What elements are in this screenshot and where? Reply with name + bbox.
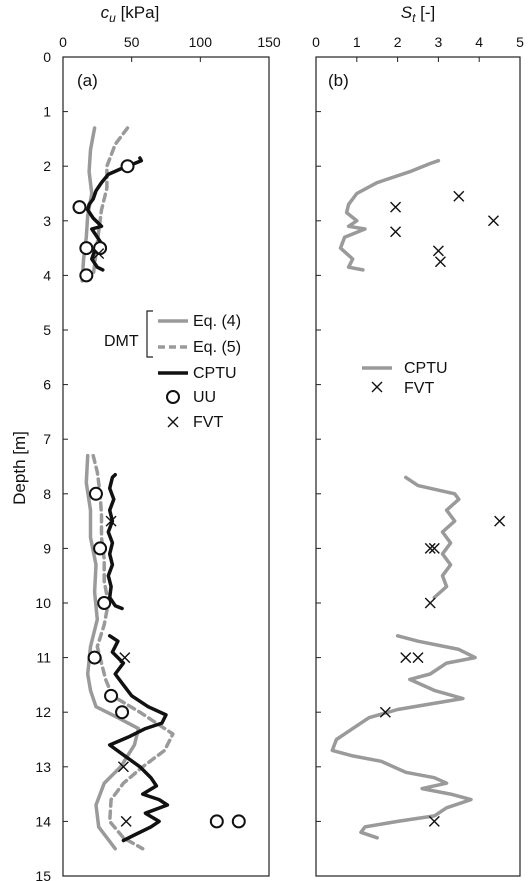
series-cptu-b <box>330 634 477 840</box>
x-tick-label-b: 3 <box>435 34 443 50</box>
xlabel-a-unit: [kPa] <box>116 3 159 22</box>
plot-area-b <box>330 158 477 840</box>
x-tick-label-b: 0 <box>312 34 320 50</box>
fvt-point-b <box>432 245 444 257</box>
xlabel-a-sub: u <box>109 11 116 25</box>
y-tick-label: 5 <box>43 322 51 338</box>
uu-point <box>120 159 135 174</box>
fvt-point-b <box>424 597 436 609</box>
x-tick-label-a: 150 <box>257 34 281 50</box>
fvt-point-b <box>494 515 506 527</box>
y-tick-label: 1 <box>43 104 51 120</box>
x-tick-label-b: 4 <box>475 34 483 50</box>
legend-marker-fvt-a <box>167 416 179 428</box>
series-cptu-b <box>404 475 461 600</box>
panel-a: cu [kPa] Depth [m] 0 50 100 150012345678910… <box>10 3 281 881</box>
fvt-point-b <box>379 706 391 718</box>
series-eq-5--a <box>91 453 175 851</box>
fvt-point-b <box>424 542 436 554</box>
x-tick-label-b: 5 <box>516 34 524 50</box>
legend-label-eq5: Eq. (5) <box>193 339 241 356</box>
fvt-point-a <box>105 515 117 527</box>
fvt-point-a <box>120 815 132 827</box>
uu-point <box>88 486 103 501</box>
uu-point <box>79 241 94 256</box>
y-tick-label: 11 <box>36 650 51 666</box>
x-tick-label-a: 0 <box>59 34 67 50</box>
uu-point <box>72 200 87 215</box>
legend-label-fvt-a: FVT <box>193 414 223 431</box>
y-tick-label: 7 <box>43 431 51 447</box>
y-tick-label: 3 <box>43 213 51 229</box>
uu-point <box>209 814 224 829</box>
legend-b: CPTU FVT <box>362 360 448 397</box>
series-cptu-a <box>107 634 170 843</box>
legend-label-eq4: Eq. (4) <box>193 313 241 330</box>
legend-bracket <box>146 310 153 358</box>
legend-marker-fvt-b <box>371 381 383 393</box>
y-tick-label: 6 <box>43 377 51 393</box>
y-tick-label: 15 <box>35 868 51 881</box>
fvt-point-b <box>428 542 440 554</box>
panel-b: St [-] 0 1 2 3 4 5 (b) CPTU FVT <box>312 3 524 877</box>
x-tick-label-a: 100 <box>189 34 213 50</box>
legend-label-cptu-a: CPTU <box>193 365 237 382</box>
series-eq-4--a <box>84 453 141 851</box>
x-tick-label-b: 2 <box>394 34 402 50</box>
y-tick-label: 10 <box>35 595 51 611</box>
xlabel-b: St [-] <box>401 3 436 25</box>
fvt-point-b <box>390 201 402 213</box>
fvt-point-b <box>434 256 446 268</box>
uu-point <box>231 814 246 829</box>
fvt-point-a <box>119 652 131 664</box>
plot-frame-b <box>315 56 521 877</box>
plot-area-a <box>80 126 175 851</box>
uu-point <box>79 268 94 283</box>
y-tick-label: 14 <box>35 813 51 829</box>
legend-a: DMT Eq. (4) Eq. (5) CPTU UU FVT <box>104 310 241 431</box>
plot-frame-a <box>62 56 270 877</box>
fvt-point-b <box>400 652 412 664</box>
uu-point <box>104 688 119 703</box>
panel-label-b: (b) <box>328 71 349 90</box>
xlabel-b-var: S <box>401 3 413 22</box>
series-cptu-b <box>338 158 441 272</box>
fvt-point-b <box>453 190 465 202</box>
uu-point <box>97 596 112 610</box>
uu-point <box>115 705 130 720</box>
fvt-point-b <box>487 215 499 227</box>
uu-point <box>93 541 108 556</box>
fvt-point-b <box>412 652 424 664</box>
y-tick-label: 13 <box>35 759 51 775</box>
fvt-point-a <box>93 248 105 260</box>
legend-label-cptu-b: CPTU <box>404 360 448 377</box>
y-tick-label: 2 <box>43 158 51 174</box>
x-tick-label-b: 1 <box>353 34 361 50</box>
legend-group-label: DMT <box>104 333 139 350</box>
x-tick-label-a: 50 <box>124 34 140 50</box>
xlabel-b-unit: [-] <box>415 3 435 22</box>
xlabel-a-var: c <box>101 3 110 22</box>
fvt-point-a <box>117 761 129 773</box>
fvt-point-b <box>390 226 402 238</box>
y-tick-label: 9 <box>43 540 51 556</box>
legend-marker-uu <box>166 390 180 404</box>
y-tick-label: 12 <box>35 704 51 720</box>
uu-point <box>87 650 102 665</box>
legend-label-fvt-b: FVT <box>404 380 434 397</box>
fvt-point-b <box>428 815 440 827</box>
panel-label-a: (a) <box>77 71 98 90</box>
ticks-b: 0 1 2 3 4 5 <box>312 34 524 877</box>
y-tick-label: 0 <box>43 49 51 65</box>
y-tick-label: 8 <box>43 486 51 502</box>
ylabel-a: Depth [m] <box>10 431 29 505</box>
legend-label-uu: UU <box>193 389 216 406</box>
y-tick-label: 4 <box>43 267 51 283</box>
xlabel-a: cu [kPa] <box>101 3 160 25</box>
series-cptu-a <box>106 472 124 611</box>
xlabel-b-sub: t <box>412 11 416 25</box>
